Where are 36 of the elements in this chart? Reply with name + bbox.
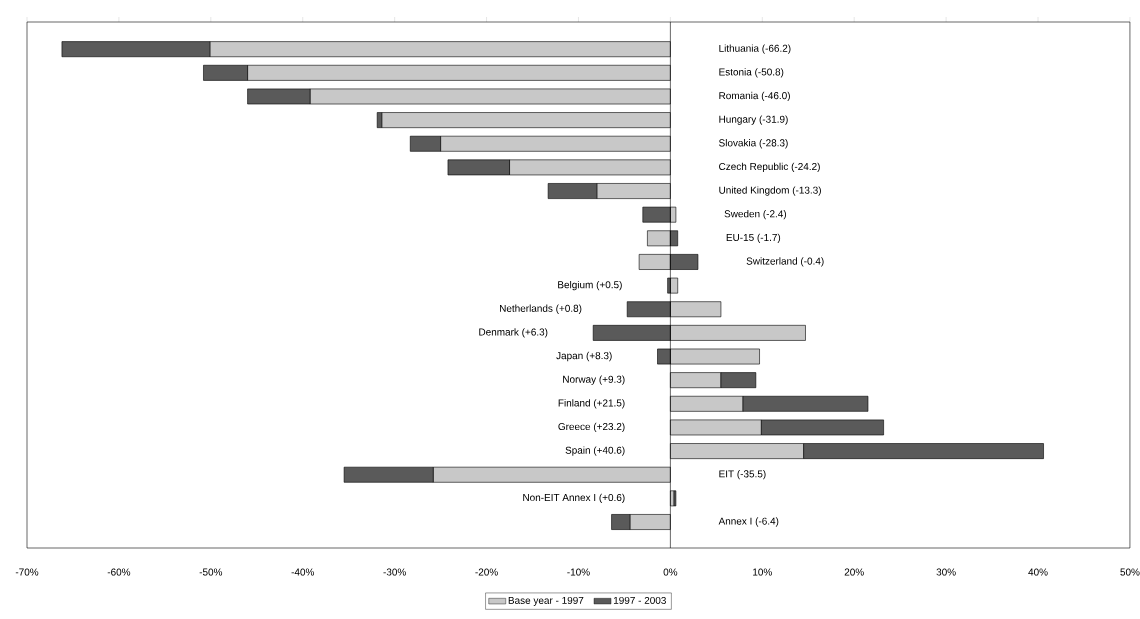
- x-tick-label: 40%: [1028, 568, 1048, 576]
- y-tick-label: Romania (-46.0): [719, 91, 790, 102]
- y-tick-label: Greece (+23.2): [558, 422, 625, 433]
- x-tick-label: -40%: [291, 568, 315, 576]
- y-tick-label: Non-EIT Annex I (+0.6): [523, 493, 625, 503]
- y-tick-label: Japan (+8.3): [556, 351, 612, 362]
- y-tick-label: EU-15 (-1.7): [726, 233, 781, 243]
- x-tick-label: -60%: [107, 568, 131, 576]
- y-tick-label: Hungary (-31.9): [719, 115, 788, 125]
- y-tick-label: Norway (+9.3): [563, 375, 625, 385]
- y-tick-label: United Kingdom (-13.3): [719, 186, 821, 196]
- y-tick-label: Netherlands (+0.8): [500, 304, 582, 314]
- x-tick-label: 10%: [753, 568, 772, 576]
- x-tick-label: -30%: [383, 568, 406, 576]
- y-tick-label: Switzerland (-0.4): [746, 257, 824, 267]
- x-tick-label: 0%: [663, 568, 678, 576]
- x-tick-label: 30%: [936, 568, 956, 576]
- y-tick-label: EIT (-35.5): [719, 470, 766, 480]
- y-tick-label: Annex I (-6.4): [718, 517, 779, 527]
- x-tick-label: -20%: [475, 568, 498, 576]
- y-tick-label: Denmark (+6.3): [479, 328, 548, 338]
- x-tick-label: -10%: [567, 568, 590, 576]
- x-tick-label: -50%: [199, 568, 223, 576]
- x-tick-label: -70%: [15, 568, 39, 576]
- y-tick-label: Sweden (-2.4): [724, 210, 787, 220]
- legend-label: 1997 - 2003: [613, 596, 666, 604]
- y-tick-label: Czech Republic (-24.2): [719, 162, 820, 173]
- y-tick-label: Estonia (-50.8): [719, 68, 784, 78]
- x-tick-label: 50%: [1120, 568, 1140, 576]
- y-tick-label: Belgium (+0.5): [558, 280, 622, 291]
- legend-label: Base year - 1997: [508, 596, 584, 606]
- y-tick-label: Finland (+21.5): [558, 399, 625, 409]
- x-tick-label: 20%: [844, 568, 864, 576]
- y-tick-label: Slovakia (-28.3): [719, 139, 788, 149]
- y-tick-label: Spain (+40.6): [565, 446, 625, 456]
- y-tick-label: Lithuania (-66.2): [719, 44, 791, 54]
